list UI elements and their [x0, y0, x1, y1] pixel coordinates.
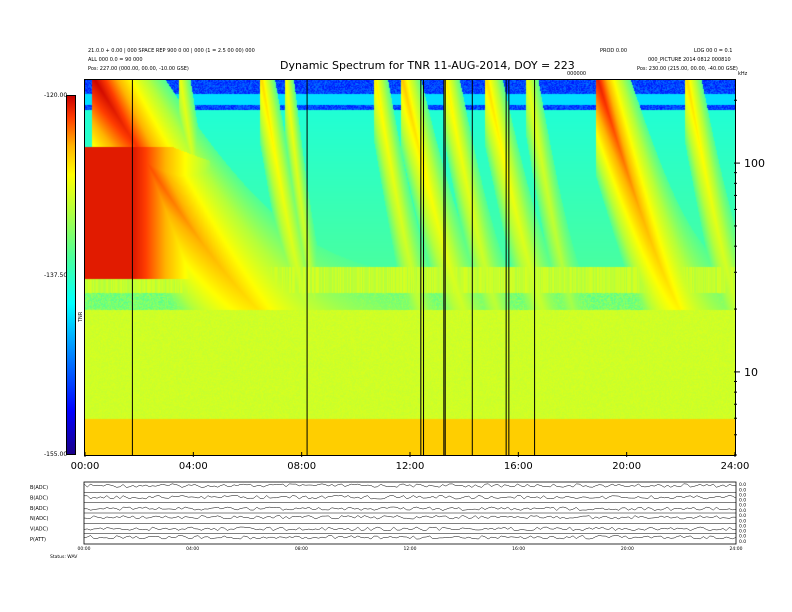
- colorbar-bottom-label: -155.00: [44, 451, 68, 458]
- page-title: Dynamic Spectrum for TNR 11-AUG-2014, DO…: [280, 59, 575, 72]
- panel-right-top: 0.0: [739, 534, 746, 540]
- panel-right-top: 0.0: [739, 523, 746, 529]
- panel-label: B(ADC): [30, 485, 48, 491]
- panel-trace: [83, 526, 737, 531]
- bottom-x-label: 12:00: [404, 546, 417, 552]
- housekeeping-panels: B(ADC) 0.00.0B(ADC) 0.00.0B(ADC) 0.00.0N(AD…: [30, 481, 746, 560]
- pos-right-label: Pos:: [637, 66, 648, 72]
- panel-trace: [84, 506, 737, 511]
- bottom-x-label: 04:00: [186, 546, 199, 552]
- header-info-right-a: PROD 0.00: [600, 48, 627, 54]
- header-small-center: 000000: [567, 71, 587, 77]
- panel-trace: [83, 515, 737, 520]
- bottom-x-label: 20:00: [621, 546, 634, 552]
- panel-label: B(ADC): [30, 496, 48, 502]
- panel-label: N(ADC): [30, 516, 48, 522]
- panel-right-top: 0.0: [739, 503, 746, 509]
- panel-right-top: 0.0: [739, 492, 746, 498]
- header-pos-left: Pos: 227.00 (000.00, 00.00, -10.00 GSE): [88, 66, 189, 72]
- header-info-line2: ALL 000 0.0 = 90 000: [88, 57, 143, 63]
- panel-label: P(ATT): [30, 537, 46, 543]
- y-tick-label: 10: [744, 366, 758, 379]
- panel-trace: [84, 495, 737, 500]
- panel-label: B(ADC): [30, 506, 48, 512]
- x-tick-label: 00:00: [71, 461, 100, 472]
- bottom-x-label: 16:00: [512, 546, 525, 552]
- x-tick-label: 12:00: [396, 461, 425, 472]
- header-info-right-line2: 000_PICTURE 2014 0812 000810: [648, 57, 731, 63]
- x-tick-label: 04:00: [179, 461, 208, 472]
- panel-right-bottom: 0.0: [739, 518, 746, 524]
- x-tick-label: 24:00: [721, 461, 750, 472]
- panel-trace: [83, 483, 737, 488]
- x-axis: 00:00 04:00 08:00 12:00 16:00 20:00 24:00: [71, 452, 750, 472]
- header-info-right-b: LOG 00 0 = 0.1: [694, 48, 733, 54]
- data-gap-lines: [131, 79, 536, 456]
- pos-right-value: 230.00 (215.00, 00.00, -40.00 GSE): [648, 66, 738, 72]
- panel-right-top: 0.0: [739, 482, 746, 488]
- panel-right-bottom: 0.0: [739, 498, 746, 504]
- pos-left-label: Pos:: [88, 66, 99, 72]
- colorbar-top-label: -120.00: [44, 92, 68, 99]
- bottom-footer: Status: WAV: [50, 554, 78, 560]
- spectrogram-panel: [84, 79, 736, 456]
- header-pos-right: Pos: 230.00 (215.00, 00.00, -40.00 GSE): [637, 66, 738, 72]
- header-info-line1: 21.0.0 + 0.00 | 000 SPACE REP 900 0 00 |…: [88, 48, 255, 54]
- colorbar: [66, 95, 76, 455]
- y-tick-label: 100: [744, 157, 765, 170]
- panel-trace: [83, 535, 737, 540]
- pos-left-value: 227.00 (000.00, 00.00, -10.00 GSE): [99, 66, 189, 72]
- bottom-x-label: 08:00: [295, 546, 308, 552]
- x-tick-label: 08:00: [287, 461, 316, 472]
- spectrogram-canvas: [85, 80, 735, 455]
- colorbar-mid-label: -137.50: [44, 272, 68, 279]
- x-tick-label: 20:00: [612, 461, 641, 472]
- panel-label: V(ADC): [30, 527, 48, 533]
- y-axis-right: 10 100: [734, 99, 765, 456]
- panel-right-top: 0.0: [739, 513, 746, 519]
- x-tick-label: 16:00: [504, 461, 533, 472]
- panel-right-bottom: 0.0: [739, 529, 746, 535]
- panel-right-bottom: 0.0: [739, 539, 746, 545]
- header-small-right: kHz: [738, 71, 748, 77]
- bottom-x-label: 00:00: [78, 546, 91, 552]
- panel-right-bottom: 0.0: [739, 508, 746, 514]
- bottom-x-label: 24:00: [730, 546, 743, 552]
- colorbar-gradient: [67, 96, 75, 454]
- panel-right-bottom: 0.0: [739, 487, 746, 493]
